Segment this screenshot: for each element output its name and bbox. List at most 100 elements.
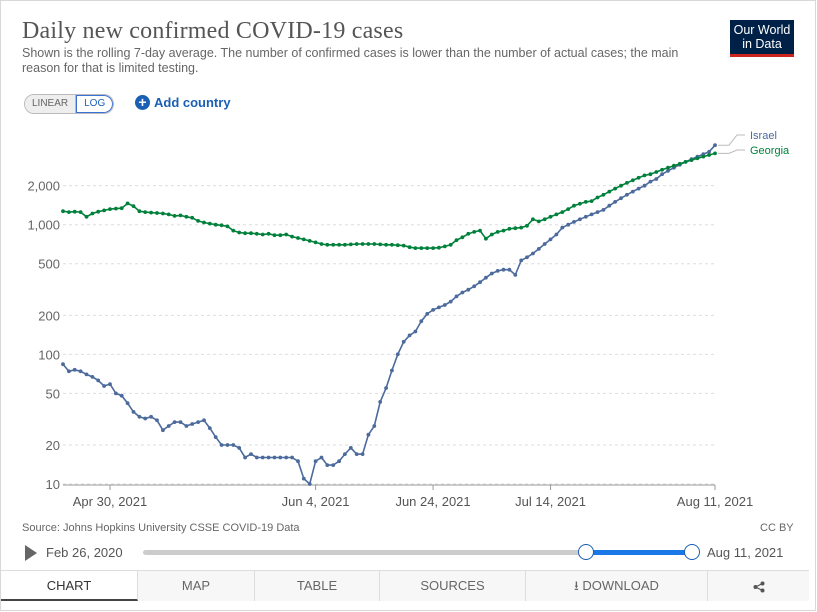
georgia-data-point <box>431 246 435 251</box>
israel-data-point <box>595 210 600 215</box>
play-icon[interactable] <box>25 545 37 561</box>
israel-data-point <box>84 372 89 377</box>
israel-data-point <box>225 443 230 447</box>
georgia-data-point <box>478 228 482 233</box>
tab-bar: CHART MAP TABLE SOURCES ⭳ DOWNLOAD <box>1 570 809 601</box>
israel-data-point <box>161 428 165 433</box>
add-country-button[interactable]: + Add country <box>135 95 231 110</box>
israel-data-point <box>431 308 435 312</box>
georgia-data-point <box>161 211 165 216</box>
georgia-data-point <box>625 181 629 185</box>
israel-data-point <box>108 382 112 386</box>
georgia-data-point <box>437 245 441 250</box>
israel-data-point <box>260 455 265 460</box>
georgia-data-point <box>237 230 242 235</box>
georgia-data-point <box>225 224 230 229</box>
x-tick-label: Apr 30, 2021 <box>73 494 147 509</box>
georgia-data-point <box>337 242 341 247</box>
israel-data-point <box>301 476 306 481</box>
israel-data-point <box>172 420 177 424</box>
georgia-data-point <box>572 203 576 208</box>
georgia-data-point <box>531 217 535 222</box>
timeline-track[interactable] <box>143 550 693 555</box>
georgia-data-point <box>542 217 547 222</box>
georgia-legend-connector <box>718 149 745 154</box>
tab-chart[interactable]: CHART <box>1 571 138 601</box>
georgia-data-point <box>272 233 277 238</box>
israel-data-point <box>578 217 582 222</box>
timeline-end-handle[interactable] <box>684 544 700 560</box>
georgia-data-point <box>131 204 136 209</box>
x-tick-label: Jun 24, 2021 <box>395 494 470 509</box>
israel-data-point <box>61 362 65 367</box>
georgia-data-point <box>266 231 271 236</box>
israel-data-point <box>660 172 664 177</box>
israel-data-point <box>272 455 277 460</box>
israel-data-point <box>401 339 406 344</box>
timeline-selected-range <box>585 550 692 555</box>
israel-data-point <box>589 212 594 217</box>
timeline: Feb 26, 2020 Aug 11, 2021 <box>22 543 797 563</box>
georgia-data-point <box>366 242 371 246</box>
israel-data-point <box>354 452 359 456</box>
israel-data-point <box>202 418 206 423</box>
y-tick-label: 20 <box>46 438 60 453</box>
israel-data-point <box>648 179 653 184</box>
georgia-data-point <box>348 242 353 247</box>
israel-data-point <box>425 312 430 316</box>
georgia-data-point <box>607 189 612 194</box>
tab-map[interactable]: MAP <box>138 571 255 601</box>
log-scale-button[interactable]: LOG <box>76 95 114 113</box>
georgia-data-point <box>343 242 347 247</box>
israel-data-point <box>636 186 641 191</box>
israel-data-point <box>372 424 377 428</box>
georgia-data-point <box>566 207 571 212</box>
georgia-data-point <box>536 219 541 224</box>
georgia-data-point <box>354 242 359 246</box>
georgia-data-point <box>560 210 565 215</box>
israel-data-point <box>190 422 195 426</box>
israel-data-point <box>360 452 365 456</box>
chart-subtitle: Shown is the rolling 7-day average. The … <box>22 46 679 75</box>
y-tick-label: 2,000 <box>27 179 60 194</box>
plus-circle-icon: + <box>135 95 150 110</box>
georgia-data-point <box>448 242 453 247</box>
georgia-data-point <box>254 231 259 236</box>
georgia-data-point <box>296 236 300 240</box>
georgia-data-point <box>642 173 647 178</box>
license-link[interactable]: CC BY <box>760 522 794 534</box>
israel-data-point <box>219 443 224 447</box>
israel-data-point <box>548 237 553 242</box>
georgia-data-point <box>619 183 623 188</box>
georgia-line <box>62 152 716 249</box>
georgia-data-point <box>407 245 412 250</box>
georgia-data-point <box>666 165 670 170</box>
linear-scale-button[interactable]: LINEAR <box>25 95 77 113</box>
israel-data-point <box>625 192 629 197</box>
tab-table[interactable]: TABLE <box>255 571 380 601</box>
y-tick-label: 200 <box>38 308 60 323</box>
israel-data-point <box>466 287 471 292</box>
logo-line-2: in Data <box>742 37 782 51</box>
tab-download[interactable]: ⭳ DOWNLOAD <box>526 571 708 601</box>
georgia-data-point <box>466 231 471 236</box>
israel-data-point <box>619 196 623 201</box>
source-note[interactable]: Source: Johns Hopkins University CSSE CO… <box>22 522 300 534</box>
owid-logo[interactable]: Our World in Data <box>730 20 794 57</box>
israel-data-point <box>501 267 506 272</box>
tab-sources[interactable]: SOURCES <box>380 571 526 601</box>
israel-data-point <box>531 251 535 256</box>
georgia-data-point <box>672 163 676 168</box>
israel-data-point <box>72 367 77 372</box>
israel-data-point <box>654 177 659 181</box>
israel-data-point <box>290 455 294 460</box>
georgia-data-point <box>119 206 124 211</box>
georgia-data-point <box>207 221 212 226</box>
download-icon: ⭳ <box>574 578 579 593</box>
israel-data-point <box>155 418 159 423</box>
tab-share[interactable] <box>708 571 809 601</box>
israel-data-point <box>525 255 529 260</box>
georgia-data-point <box>61 209 65 214</box>
timeline-start-handle[interactable] <box>578 544 594 560</box>
x-axis: Apr 30, 2021 Jun 4, 2021 Jun 24, 2021 Jul 1… <box>63 484 753 509</box>
